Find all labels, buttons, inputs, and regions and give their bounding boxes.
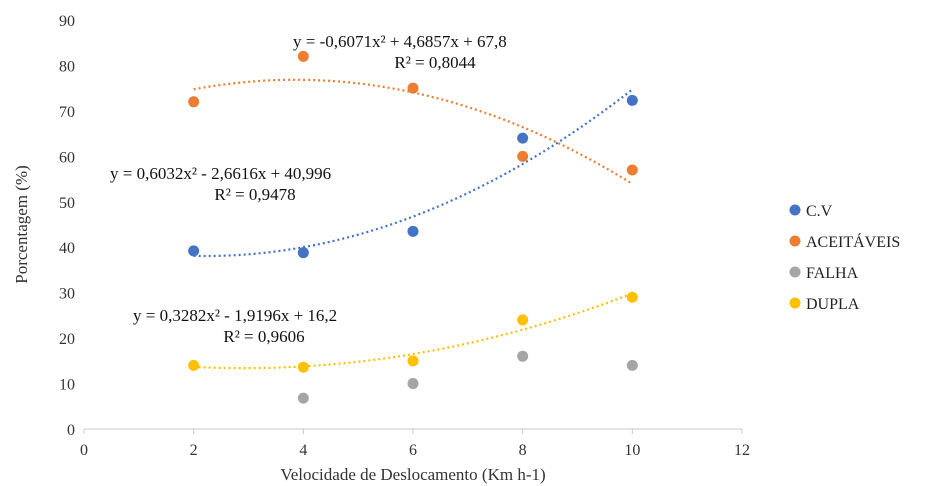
point-c-v (297, 247, 309, 259)
point-dupla (188, 359, 200, 371)
point-aceitaveis (297, 50, 309, 62)
legend-label-c-v: C.V (806, 203, 833, 220)
point-aceitaveis (407, 82, 419, 94)
legend-marker-c-v (789, 204, 801, 216)
point-falha (626, 359, 638, 371)
legend: C.V ACEITÁVEIS FALHA DUPLA (789, 203, 900, 313)
y-tick-label: 10 (59, 377, 75, 394)
point-c-v (626, 94, 638, 106)
point-aceitaveis (626, 164, 638, 176)
legend-marker-dupla (789, 297, 801, 309)
point-dupla (626, 291, 638, 303)
r-squared-aceitaveis: R² = 0,8044 (394, 53, 476, 72)
point-c-v (407, 225, 419, 237)
x-tick-label: 0 (80, 442, 88, 459)
legend-label-falha: FALHA (806, 265, 859, 282)
r-squared-dupla: R² = 0,9606 (223, 327, 304, 346)
y-tick-label: 60 (59, 149, 75, 166)
x-tick-label: 12 (734, 442, 750, 459)
y-tick-label: 20 (59, 331, 75, 348)
legend-marker-falha (789, 266, 801, 278)
y-tick-label: 70 (59, 104, 75, 121)
point-falha (517, 350, 529, 362)
y-tick-label: 80 (59, 58, 75, 75)
trendline-equations: y = 0,6032x² - 2,6616x + 40,996 R² = 0,94… (110, 32, 507, 346)
point-aceitaveis (188, 96, 200, 108)
y-axis-title: Porcentagem (%) (12, 165, 31, 283)
legend-label-aceitaveis: ACEITÁVEIS (806, 232, 900, 251)
equation-dupla: y = 0,3282x² - 1,9196x + 16,2 (133, 306, 337, 325)
x-tick-label: 10 (624, 442, 640, 459)
x-tick-label: 4 (299, 442, 307, 459)
legend-marker-aceitaveis (789, 235, 801, 247)
point-c-v (517, 132, 529, 144)
x-axis-title: Velocidade de Deslocamento (Km h-1) (280, 465, 545, 484)
y-tick-label: 50 (59, 195, 75, 212)
point-falha (407, 378, 419, 390)
y-tick-label: 40 (59, 240, 75, 257)
point-dupla (517, 314, 529, 326)
point-dupla (407, 355, 419, 367)
y-tick-label: 90 (59, 13, 75, 30)
y-tick-label: 0 (67, 422, 75, 439)
point-c-v (188, 245, 200, 257)
point-dupla (297, 361, 309, 373)
data-points (188, 50, 638, 404)
point-falha (297, 392, 309, 404)
equation-aceitaveis: y = -0,6071x² + 4,6857x + 67,8 (293, 32, 507, 51)
trendline-dupla (193, 292, 633, 370)
equation-c-v: y = 0,6032x² - 2,6616x + 40,996 (110, 164, 331, 183)
x-tick-label: 8 (519, 442, 527, 459)
axes: 0 2 4 6 8 10 12 0 10 20 30 40 50 60 70 80 90 Velocidade d… (12, 13, 750, 484)
point-aceitaveis (517, 150, 529, 162)
y-tick-label: 30 (59, 286, 75, 303)
r-squared-c-v: R² = 0,9478 (214, 185, 295, 204)
x-tick-label: 2 (190, 442, 198, 459)
x-tick-label: 6 (409, 442, 417, 459)
legend-label-dupla: DUPLA (806, 296, 860, 313)
